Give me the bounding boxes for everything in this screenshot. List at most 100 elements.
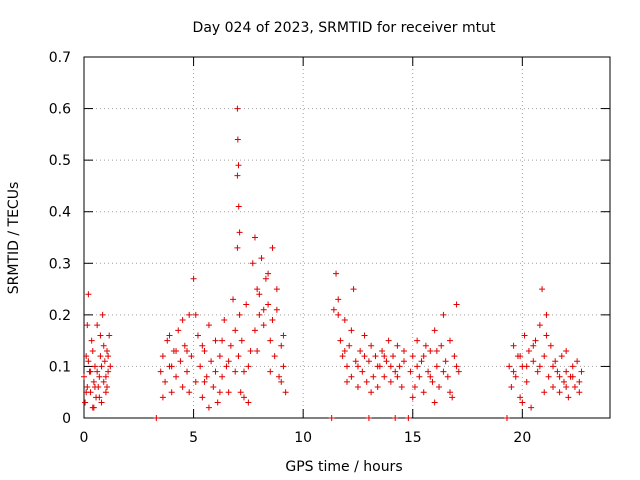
- data-point: [267, 368, 274, 375]
- data-point: [256, 311, 263, 318]
- data-point: [181, 342, 188, 349]
- data-point: [422, 342, 429, 349]
- data-point: [280, 332, 287, 339]
- data-point: [254, 347, 261, 354]
- data-point: [550, 384, 557, 391]
- data-point: [258, 255, 265, 262]
- data-point: [216, 353, 223, 360]
- data-point: [186, 389, 193, 396]
- data-point: [210, 384, 217, 391]
- y-tick-label: 0.3: [49, 256, 71, 272]
- data-point: [576, 378, 583, 385]
- data-point: [453, 301, 460, 308]
- data-point: [350, 286, 357, 293]
- data-point: [519, 399, 526, 406]
- data-point: [418, 358, 425, 365]
- data-point: [427, 373, 434, 380]
- data-point: [162, 378, 169, 385]
- x-tick-label: 0: [80, 430, 89, 446]
- data-point: [552, 358, 559, 365]
- data-point: [153, 415, 160, 421]
- data-point: [85, 291, 92, 298]
- data-point: [227, 342, 234, 349]
- data-point: [357, 347, 364, 354]
- data-point: [420, 353, 427, 360]
- data-point: [392, 415, 399, 421]
- data-point: [230, 296, 237, 303]
- data-point: [530, 358, 537, 365]
- y-tick-label: 0.2: [49, 308, 71, 324]
- data-point: [173, 347, 180, 354]
- data-point: [400, 358, 407, 365]
- data-point: [235, 203, 242, 210]
- data-point: [455, 368, 462, 375]
- data-point: [184, 347, 191, 354]
- data-point: [271, 353, 278, 360]
- data-point: [354, 384, 361, 391]
- data-point: [276, 373, 283, 380]
- data-point: [447, 337, 454, 344]
- data-point: [370, 373, 377, 380]
- data-point: [400, 347, 407, 354]
- data-point: [245, 363, 252, 370]
- data-point: [335, 296, 342, 303]
- data-points: [81, 105, 585, 421]
- data-point: [273, 286, 280, 293]
- data-point: [341, 317, 348, 324]
- data-point: [433, 363, 440, 370]
- data-point: [348, 373, 355, 380]
- data-point: [328, 415, 335, 421]
- data-point: [398, 384, 405, 391]
- data-point: [385, 337, 392, 344]
- data-point: [282, 389, 289, 396]
- data-point: [411, 384, 418, 391]
- data-point: [394, 373, 401, 380]
- data-point: [225, 358, 232, 365]
- data-point: [368, 389, 375, 396]
- data-point: [197, 363, 204, 370]
- data-point: [106, 332, 113, 339]
- data-point: [94, 322, 101, 329]
- data-point: [225, 389, 232, 396]
- data-point: [523, 363, 530, 370]
- data-point: [105, 368, 112, 375]
- y-tick-label: 0.7: [49, 50, 71, 66]
- data-point: [539, 286, 546, 293]
- data-point: [219, 337, 226, 344]
- data-point: [96, 373, 103, 380]
- data-point: [237, 389, 244, 396]
- y-tick-label: 0.1: [49, 359, 71, 375]
- data-point: [425, 368, 432, 375]
- data-point: [436, 384, 443, 391]
- data-point: [236, 229, 243, 236]
- data-point: [431, 399, 438, 406]
- data-point: [330, 306, 337, 313]
- x-tick-label: 20: [513, 430, 531, 446]
- data-point: [374, 363, 381, 370]
- data-point: [234, 172, 241, 179]
- data-point: [88, 337, 95, 344]
- data-point: [541, 389, 548, 396]
- data-point: [205, 404, 212, 411]
- data-point: [541, 353, 548, 360]
- y-tick-label: 0: [62, 411, 71, 427]
- data-point: [506, 363, 513, 370]
- data-point: [265, 301, 272, 308]
- data-point: [451, 353, 458, 360]
- data-point: [214, 399, 221, 406]
- data-point: [216, 389, 223, 396]
- x-tick-label: 10: [294, 430, 312, 446]
- data-point: [335, 311, 342, 318]
- data-point: [344, 378, 350, 385]
- data-point: [374, 384, 381, 391]
- data-point: [168, 363, 175, 370]
- data-point: [234, 136, 241, 143]
- data-point: [234, 105, 241, 112]
- data-point: [558, 353, 565, 360]
- data-point: [396, 363, 403, 370]
- data-point: [348, 327, 355, 334]
- data-point: [85, 358, 92, 365]
- data-point: [438, 342, 445, 349]
- data-point: [168, 389, 175, 396]
